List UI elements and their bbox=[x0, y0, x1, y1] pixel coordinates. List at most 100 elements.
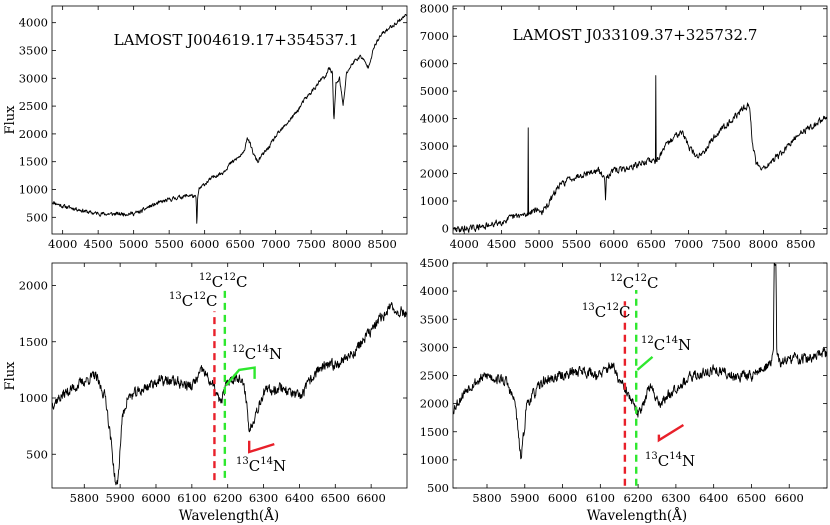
x-tick-label: 6500 bbox=[321, 491, 350, 505]
panel-3-ylabel: Flux bbox=[3, 361, 18, 391]
p4-label-12c14n: 12C14N bbox=[641, 335, 691, 354]
panel-4-marks bbox=[453, 263, 827, 486]
x-tick-label: 4500 bbox=[84, 237, 113, 251]
x-tick-label: 6300 bbox=[661, 491, 690, 505]
y-tick-label: 500 bbox=[26, 210, 48, 224]
y-tick-label: 0 bbox=[442, 222, 449, 236]
y-tick-label: 5000 bbox=[420, 84, 449, 98]
panel-4-xlabel: Wavelength(Å) bbox=[587, 508, 687, 524]
x-tick-label: 8000 bbox=[749, 237, 778, 251]
x-tick-label: 5900 bbox=[105, 491, 134, 505]
panel-2-spectrum-line bbox=[453, 75, 827, 233]
panel-3-spectrum-line bbox=[52, 302, 407, 486]
x-tick-label: 5000 bbox=[524, 237, 553, 251]
panel-2-title: LAMOST J033109.37+325732.7 bbox=[513, 26, 758, 44]
y-tick-label: 8000 bbox=[420, 2, 449, 16]
panel-1-spectrum-line bbox=[52, 13, 407, 224]
x-tick-label: 6200 bbox=[623, 491, 652, 505]
y-tick-label: 2000 bbox=[19, 279, 48, 293]
x-tick-label: 6000 bbox=[599, 237, 628, 251]
y-tick-label: 1500 bbox=[19, 335, 48, 349]
panel-4-band-bracket-3 bbox=[636, 355, 654, 371]
p4-label-12c12c: 12C12C bbox=[610, 273, 658, 292]
y-tick-label: 1500 bbox=[420, 425, 449, 439]
panel-2-ticks: 4000 4500 5000 5500 6000 6500 7000 7500 8000 8500… bbox=[420, 2, 827, 251]
y-tick-label: 4500 bbox=[420, 256, 449, 270]
panel-1-title: LAMOST J004619.17+354537.1 bbox=[114, 31, 359, 49]
x-tick-label: 7000 bbox=[261, 237, 290, 251]
y-tick-label: 1000 bbox=[420, 194, 449, 208]
x-tick-label: 5800 bbox=[70, 491, 99, 505]
x-tick-label: 8000 bbox=[332, 237, 361, 251]
p4-label-13c14n: 13C14N bbox=[645, 451, 695, 470]
x-tick-label: 5500 bbox=[562, 237, 591, 251]
y-tick-label: 500 bbox=[26, 447, 48, 461]
y-tick-label: 7000 bbox=[420, 29, 449, 43]
x-tick-label: 6300 bbox=[249, 491, 278, 505]
x-tick-label: 6500 bbox=[637, 237, 666, 251]
p3-label-12c12c: 12C12C bbox=[199, 272, 247, 291]
panel-3-frame bbox=[51, 262, 408, 489]
x-tick-label: 6500 bbox=[737, 491, 766, 505]
y-tick-label: 1000 bbox=[420, 453, 449, 467]
y-tick-label: 4000 bbox=[420, 112, 449, 126]
x-tick-label: 6100 bbox=[586, 491, 615, 505]
x-tick-label: 6000 bbox=[141, 491, 170, 505]
panel-3-xlabel: Wavelength(Å) bbox=[179, 508, 279, 524]
y-tick-label: 3000 bbox=[420, 340, 449, 354]
y-tick-label: 3000 bbox=[420, 139, 449, 153]
panel-1: 4000 4500 5000 5500 6000 6500 7000 7500 8000 8500… bbox=[3, 5, 408, 251]
p4-label-13c12c: 13C12C bbox=[582, 302, 630, 321]
y-tick-label: 1000 bbox=[19, 391, 48, 405]
y-tick-label: 2000 bbox=[420, 167, 449, 181]
y-tick-label: 1500 bbox=[19, 155, 48, 169]
panel-2-frame bbox=[452, 5, 828, 235]
x-tick-label: 8500 bbox=[368, 237, 397, 251]
x-tick-label: 6500 bbox=[226, 237, 255, 251]
y-tick-label: 4000 bbox=[19, 16, 48, 30]
panel-4-frame bbox=[452, 262, 828, 489]
panel-2: 4000 4500 5000 5500 6000 6500 7000 7500 8000 8500… bbox=[420, 2, 828, 251]
y-tick-label: 3500 bbox=[420, 312, 449, 326]
x-tick-label: 5900 bbox=[510, 491, 539, 505]
panel-4-ticks: 5800 5900 6000 6100 6200 6300 6400 6500 6600 500 1… bbox=[420, 256, 827, 505]
y-tick-label: 6000 bbox=[420, 57, 449, 71]
y-tick-label: 3500 bbox=[19, 43, 48, 57]
y-tick-label: 2500 bbox=[420, 369, 449, 383]
y-tick-label: 2000 bbox=[19, 127, 48, 141]
x-tick-label: 6400 bbox=[285, 491, 314, 505]
y-tick-label: 1000 bbox=[19, 183, 48, 197]
x-tick-label: 7000 bbox=[674, 237, 703, 251]
x-tick-label: 4500 bbox=[487, 237, 516, 251]
p3-label-12c14n: 12C14N bbox=[232, 344, 282, 363]
panel-1-ticks: 4000 4500 5000 5500 6000 6500 7000 7500 8000 8500… bbox=[19, 6, 407, 251]
x-tick-label: 6100 bbox=[177, 491, 206, 505]
x-tick-label: 4000 bbox=[48, 237, 77, 251]
panel-2-marks bbox=[453, 75, 827, 233]
x-tick-label: 6200 bbox=[213, 491, 242, 505]
x-tick-label: 8500 bbox=[786, 237, 815, 251]
panel-3-marks bbox=[52, 288, 407, 486]
y-tick-label: 4000 bbox=[420, 284, 449, 298]
panel-3-ticks: 5800 5900 6000 6100 6200 6300 6400 6500 6600 500 1… bbox=[19, 263, 407, 505]
panel-4-spectrum-line bbox=[453, 263, 827, 460]
x-tick-label: 5800 bbox=[472, 491, 501, 505]
panel-3-band-bracket-4 bbox=[247, 440, 275, 454]
panel-4-band-bracket-4 bbox=[657, 423, 685, 443]
y-tick-label: 500 bbox=[427, 481, 449, 495]
panel-3-band-bracket-3 bbox=[224, 366, 256, 387]
x-tick-label: 5500 bbox=[155, 237, 184, 251]
y-tick-label: 3000 bbox=[19, 71, 48, 85]
y-tick-label: 2500 bbox=[19, 99, 48, 113]
panel-3: 5800 5900 6000 6100 6200 6300 6400 6500 6600 500 1… bbox=[3, 262, 408, 524]
x-tick-label: 6400 bbox=[699, 491, 728, 505]
panel-1-frame bbox=[51, 5, 408, 235]
x-tick-label: 5000 bbox=[119, 237, 148, 251]
panel-4: 5800 5900 6000 6100 6200 6300 6400 6500 6600 500 1… bbox=[420, 256, 828, 524]
y-tick-label: 2000 bbox=[420, 397, 449, 411]
panel-1-ylabel: Flux bbox=[3, 105, 18, 135]
x-tick-label: 4000 bbox=[450, 237, 479, 251]
x-tick-label: 7500 bbox=[711, 237, 740, 251]
x-tick-label: 6600 bbox=[357, 491, 386, 505]
